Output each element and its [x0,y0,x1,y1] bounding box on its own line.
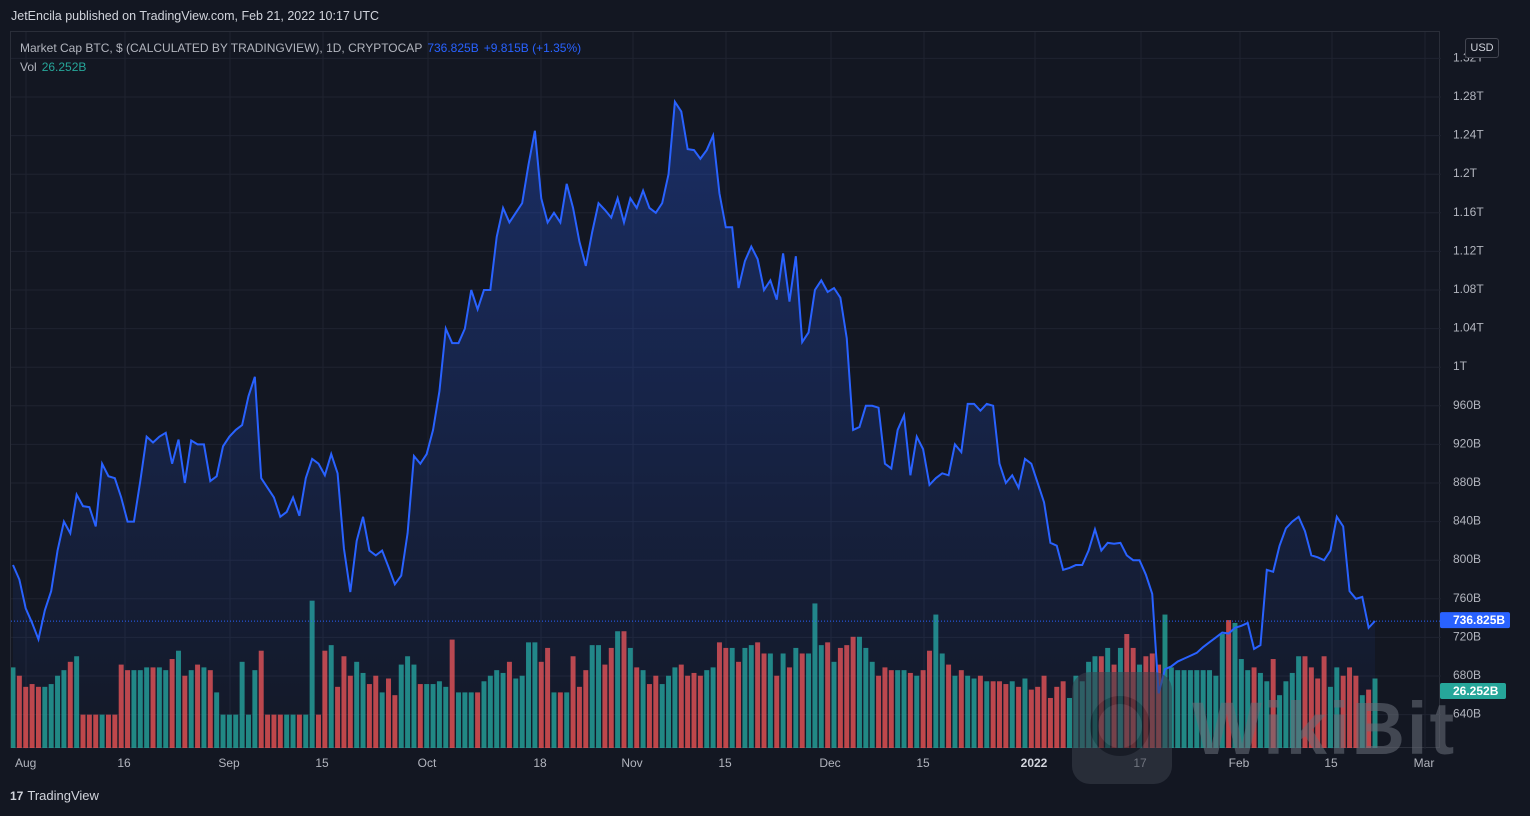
y-tick-label: 1.12T [1453,243,1484,257]
legend-main-row: Market Cap BTC, $ (CALCULATED BY TRADING… [20,39,581,58]
y-tick-label: 760B [1453,591,1481,605]
last-volume-badge [1440,683,1506,699]
y-tick-label: 680B [1453,668,1481,682]
legend-volume-value: 26.252B [41,60,87,74]
x-tick-label: 16 [117,756,131,770]
x-tick-label: 15 [718,756,732,770]
wikibit-watermark: WikiBit [1072,672,1512,786]
y-tick-label: 840B [1453,514,1481,528]
footer-brand[interactable]: 17 TradingView [10,788,99,806]
x-tick-label: Sep [218,756,240,770]
x-tick-label: Oct [418,756,437,770]
top-bar: JetEncila published on TradingView.com, … [0,0,1530,32]
chart-legend: Market Cap BTC, $ (CALCULATED BY TRADING… [20,39,581,77]
y-tick-label: 1.2T [1453,166,1478,180]
price-area-fill [13,101,1375,749]
y-tick-label: 1.24T [1453,128,1484,142]
chart-area[interactable] [10,31,1441,749]
y-tick-label: 1.08T [1453,282,1484,296]
legend-volume-row: Vol 26.252B [20,58,581,77]
x-tick-label: 15 [315,756,329,770]
y-tick-label: 1.04T [1453,321,1484,335]
legend-volume-label: Vol [20,60,37,74]
x-tick-label: Dec [819,756,840,770]
last-price-badge [1440,612,1510,629]
tradingview-logo-icon: 17 [10,789,24,803]
y-tick-label: 640B [1453,707,1481,721]
price-axis[interactable]: 1.32T1.28T1.24T1.2T1.16T1.12T1.08T1.04T1… [1440,31,1520,748]
currency-scale-button[interactable]: USD [1465,38,1499,58]
legend-symbol: Market Cap BTC, $ (CALCULATED BY TRADING… [20,41,423,55]
wikibit-watermark-text: WikiBit [1192,687,1457,770]
x-tick-label: Feb [1229,756,1250,770]
legend-change: +9.815B (+1.35%) [483,41,582,55]
x-tick-label: 2022 [1021,756,1048,770]
x-tick-label: Mar [1414,756,1435,770]
x-tick-label: 18 [533,756,547,770]
y-tick-label: 1T [1453,359,1468,373]
y-tick-label: 920B [1453,436,1481,450]
x-tick-label: 15 [916,756,930,770]
y-tick-label: 1.28T [1453,89,1484,103]
published-caption: JetEncila published on TradingView.com, … [11,9,380,23]
last-price-badge-text: 736.825B [1453,613,1505,627]
price-chart[interactable] [11,32,1441,749]
x-tick-label: 15 [1324,756,1338,770]
time-axis[interactable]: Aug16Sep15Oct18Nov15Dec15202217Feb15Mar [10,748,1440,776]
y-tick-label: 720B [1453,629,1481,643]
y-tick-label: 960B [1453,398,1481,412]
x-tick-label: Nov [621,756,642,770]
price-line [12,98,1376,694]
y-tick-label: 1.16T [1453,205,1484,219]
y-tick-label: 880B [1453,475,1481,489]
y-tick-label: 800B [1453,552,1481,566]
wikibit-logo-icon [1072,672,1172,784]
x-tick-label: Aug [15,756,36,770]
legend-last-value: 736.825B [427,41,479,55]
footer-brand-text: TradingView [27,788,99,803]
last-volume-badge-text: 26.252B [1453,684,1499,698]
